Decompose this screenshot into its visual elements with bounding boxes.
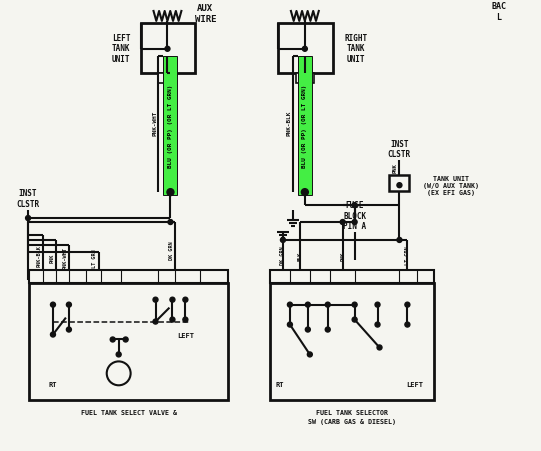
Text: FUEL TANK SELECT VALVE &: FUEL TANK SELECT VALVE & xyxy=(81,409,176,415)
Text: AUX
WIRE: AUX WIRE xyxy=(195,4,216,23)
Circle shape xyxy=(67,303,71,308)
Text: FUSE
BLOCK
PIN A: FUSE BLOCK PIN A xyxy=(343,201,366,230)
Text: PNK-BLK: PNK-BLK xyxy=(37,244,42,266)
Text: TANK UNIT
(W/O AUX TANK)
(EX EFI GAS): TANK UNIT (W/O AUX TANK) (EX EFI GAS) xyxy=(423,176,479,196)
Text: PNK-WHT: PNK-WHT xyxy=(152,110,157,136)
Circle shape xyxy=(153,298,158,303)
Circle shape xyxy=(183,318,188,322)
Text: PNK: PNK xyxy=(340,251,345,260)
Circle shape xyxy=(110,337,115,342)
Text: BLU (OR PP) (OR LT GRN): BLU (OR PP) (OR LT GRN) xyxy=(168,85,173,168)
Circle shape xyxy=(302,47,307,52)
Text: LEFT: LEFT xyxy=(406,382,423,387)
Text: LEFT: LEFT xyxy=(177,332,194,338)
Bar xyxy=(298,57,312,196)
Bar xyxy=(278,24,333,74)
Circle shape xyxy=(397,183,402,188)
Bar xyxy=(390,176,410,192)
Text: RT: RT xyxy=(49,382,57,387)
Circle shape xyxy=(287,322,292,327)
Circle shape xyxy=(170,318,175,322)
Text: LT GRN: LT GRN xyxy=(405,246,410,265)
Text: PNK: PNK xyxy=(393,163,398,173)
Bar xyxy=(296,74,314,83)
Circle shape xyxy=(280,238,286,243)
Circle shape xyxy=(305,327,311,332)
Text: LEFT
TANK
UNIT: LEFT TANK UNIT xyxy=(112,34,130,64)
Bar xyxy=(141,24,195,74)
Circle shape xyxy=(305,303,311,308)
Circle shape xyxy=(352,318,357,322)
Circle shape xyxy=(170,298,175,303)
Bar xyxy=(298,57,312,196)
Text: LT GRN: LT GRN xyxy=(93,249,97,267)
Text: BAC
L: BAC L xyxy=(491,2,506,22)
Bar xyxy=(163,57,177,196)
Circle shape xyxy=(352,220,357,225)
Circle shape xyxy=(50,303,56,308)
Circle shape xyxy=(325,303,330,308)
Circle shape xyxy=(287,303,292,308)
Circle shape xyxy=(352,203,357,208)
Circle shape xyxy=(352,303,357,308)
Circle shape xyxy=(116,352,121,357)
Circle shape xyxy=(165,47,170,52)
Bar xyxy=(29,270,228,283)
Text: BLK: BLK xyxy=(298,251,302,260)
Bar xyxy=(159,74,176,83)
Circle shape xyxy=(168,220,173,225)
Circle shape xyxy=(405,303,410,308)
Text: RT: RT xyxy=(276,382,284,387)
Text: INST
CLSTR: INST CLSTR xyxy=(388,139,411,159)
Bar xyxy=(29,283,228,400)
Circle shape xyxy=(50,332,56,337)
Circle shape xyxy=(123,337,128,342)
Text: SW (CARB GAS & DIESEL): SW (CARB GAS & DIESEL) xyxy=(308,418,395,424)
Text: DK GRN: DK GRN xyxy=(280,246,286,265)
Text: PNK-BLK: PNK-BLK xyxy=(286,110,292,136)
Circle shape xyxy=(183,298,188,303)
Bar xyxy=(270,270,434,283)
Text: BLU (OR PP) (OR LT GRN): BLU (OR PP) (OR LT GRN) xyxy=(302,85,307,168)
Circle shape xyxy=(153,319,158,324)
Text: INST
CLSTR: INST CLSTR xyxy=(17,189,39,208)
Circle shape xyxy=(301,189,308,196)
Circle shape xyxy=(397,238,402,243)
Circle shape xyxy=(340,220,345,225)
Circle shape xyxy=(307,352,312,357)
Text: DK GRN: DK GRN xyxy=(169,241,174,260)
Circle shape xyxy=(375,303,380,308)
Circle shape xyxy=(375,322,380,327)
Circle shape xyxy=(377,345,382,350)
Bar xyxy=(163,57,177,196)
Circle shape xyxy=(25,216,30,221)
Text: FUEL TANK SELECTOR: FUEL TANK SELECTOR xyxy=(315,409,388,415)
Circle shape xyxy=(67,327,71,332)
Circle shape xyxy=(405,322,410,327)
Circle shape xyxy=(167,189,174,196)
Bar xyxy=(270,283,434,400)
Text: PNK: PNK xyxy=(49,253,55,262)
Text: PNK-WHT: PNK-WHT xyxy=(62,246,68,268)
Circle shape xyxy=(325,327,330,332)
Text: RIGHT
TANK
UNIT: RIGHT TANK UNIT xyxy=(345,34,368,64)
